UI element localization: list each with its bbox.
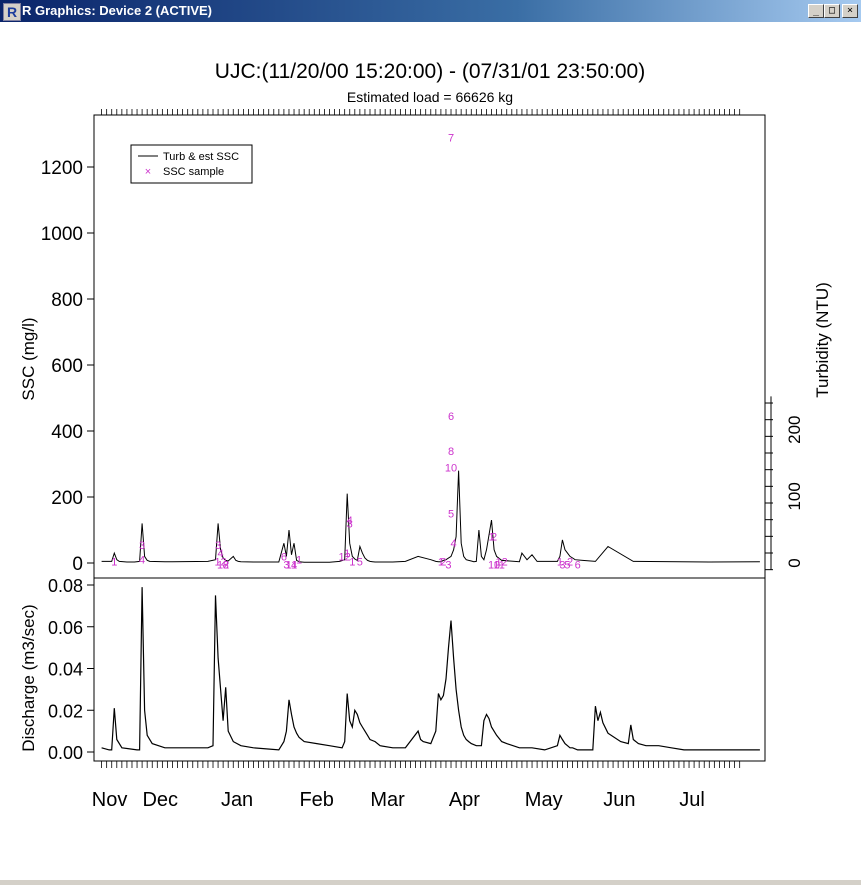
ssc-sample-marker: 1 — [111, 556, 117, 568]
ssc-sample-marker: 11 — [493, 560, 504, 572]
maximize-button[interactable]: □ — [824, 4, 840, 18]
x-month-label: Jun — [603, 789, 635, 811]
ssc-y-tick-label: 200 — [51, 488, 83, 509]
chart-subtitle: Estimated load = 66626 kg — [347, 89, 513, 105]
discharge-panel: 0.00 0.02 0.04 0.06 0.08 — [48, 576, 766, 763]
ssc-y-tick-label: 800 — [51, 290, 83, 311]
ssc-sample-marker: 1 — [438, 556, 444, 568]
discharge-y-tick-label: 0.02 — [48, 701, 83, 721]
ssc-axis-label: SSC (mg/l) — [19, 317, 38, 400]
ssc-sample-marker: 1 — [344, 548, 350, 560]
window-title: R Graphics: Device 2 (ACTIVE) — [22, 3, 212, 18]
ssc-sample-marker: 2 — [440, 556, 446, 568]
ssc-sample-marker: 4 — [218, 548, 224, 560]
ssc-sample-marker: 4 — [139, 555, 145, 567]
ssc-sample-marker: 1 — [557, 556, 563, 568]
ssc-sample-marker: 4 — [347, 515, 353, 527]
x-month-label: Apr — [449, 789, 480, 811]
ssc-sample-marker: 3 — [215, 540, 221, 552]
ssc-sample-marker: 12 — [217, 560, 229, 572]
ssc-sample-marker: 6 — [448, 411, 454, 423]
discharge-y-tick-label: 0.00 — [48, 743, 83, 763]
legend-point-swatch: × — [145, 166, 151, 178]
ssc-sample-marker: 5 — [448, 509, 454, 521]
ssc-sample-marker: 3 — [445, 560, 451, 572]
ssc-sample-marker: 11 — [286, 560, 297, 572]
ssc-sample-marker: 12 — [339, 551, 351, 563]
ssc-sample-marker: 10 — [445, 462, 457, 474]
ssc-sample-marker: 4 — [291, 560, 297, 572]
ssc-sample-marker: 6 — [281, 551, 287, 563]
x-month-label: Nov — [92, 789, 128, 811]
ssc-y-tick-label: 600 — [51, 356, 83, 377]
legend-point-label: SSC sample — [163, 166, 224, 178]
x-month-label: Feb — [299, 789, 333, 811]
ssc-sample-marker: 12 — [214, 556, 226, 568]
ssc-sample-marker: 12 — [496, 556, 508, 568]
legend-line-label: Turb & est SSC — [163, 151, 239, 163]
ssc-sample-marker: 10 — [488, 560, 500, 572]
ssc-y-tick-label: 1000 — [41, 224, 83, 245]
discharge-y-tick-label: 0.04 — [48, 660, 83, 680]
ssc-y-tick-label: 400 — [51, 422, 83, 443]
x-month-label: Jul — [679, 789, 705, 811]
ssc-panel-frame — [93, 114, 766, 579]
ssc-sample-marker: 4 — [450, 538, 456, 550]
ssc-sample-marker: 8 — [223, 560, 229, 572]
discharge-y-tick-label: 0.08 — [48, 576, 83, 596]
ssc-sample-marker: 8 — [448, 446, 454, 458]
close-button[interactable]: × — [842, 4, 858, 18]
legend: Turb & est SSC × SSC sample — [130, 144, 253, 184]
legend-box — [130, 144, 253, 184]
x-month-label: May — [525, 789, 563, 811]
x-month-label: Mar — [370, 789, 405, 811]
r-logo-icon: R — [3, 3, 21, 21]
x-axis: Nov Dec Jan Feb Mar Apr May Jun Jul — [92, 761, 741, 811]
ssc-sample-marker: 7 — [448, 132, 454, 144]
discharge-axis-label: Discharge (m3/sec) — [19, 604, 38, 751]
ssc-sample-marker: 2 — [567, 556, 573, 568]
turbidity-tick-label: 100 — [785, 482, 804, 510]
ssc-sample-marker: 6 — [575, 560, 581, 572]
plot-canvas: UJC:(11/20/00 15:20:00) - (07/31/01 23:5… — [0, 22, 861, 880]
chart-title: UJC:(11/20/00 15:20:00) - (07/31/01 23:5… — [215, 60, 645, 83]
ssc-sample-marker: 1 — [349, 556, 355, 568]
ssc-y-tick-label: 1200 — [41, 158, 83, 179]
discharge-series-line — [101, 587, 760, 751]
turbidity-tick-label: 200 — [785, 415, 804, 443]
minimize-button[interactable]: _ — [808, 4, 824, 18]
ssc-sample-marker: 3 — [283, 560, 289, 572]
ssc-y-tick-label: 0 — [72, 554, 83, 575]
turbidity-tick-label: 0 — [785, 558, 804, 567]
title-bar[interactable]: R R Graphics: Device 2 (ACTIVE) _ □ × — [0, 0, 861, 22]
ssc-sample-marker: 1 — [488, 532, 494, 544]
turb-ssc-series-line — [101, 470, 760, 563]
x-month-label: Dec — [142, 789, 178, 811]
ssc-sample-marker: 1 — [296, 555, 302, 567]
turbidity-axis-label: Turbidity (NTU) — [813, 282, 832, 398]
discharge-y-tick-label: 0.06 — [48, 618, 83, 638]
ssc-sample-marker: 5 — [564, 560, 570, 572]
ssc-sample-marker: 3 — [347, 518, 353, 530]
discharge-panel-frame — [93, 577, 766, 762]
ssc-sample-marker: 2 — [491, 532, 497, 544]
chart-svg: UJC:(11/20/00 15:20:00) - (07/31/01 23:5… — [19, 60, 832, 811]
ssc-sample-marker: 3 — [559, 560, 565, 572]
ssc-panel: 0200400600800100012000100200134341212863… — [41, 109, 804, 579]
ssc-sample-marker: 3 — [139, 540, 145, 552]
ssc-sample-marker: 5 — [357, 556, 363, 568]
x-month-label: Jan — [221, 789, 253, 811]
